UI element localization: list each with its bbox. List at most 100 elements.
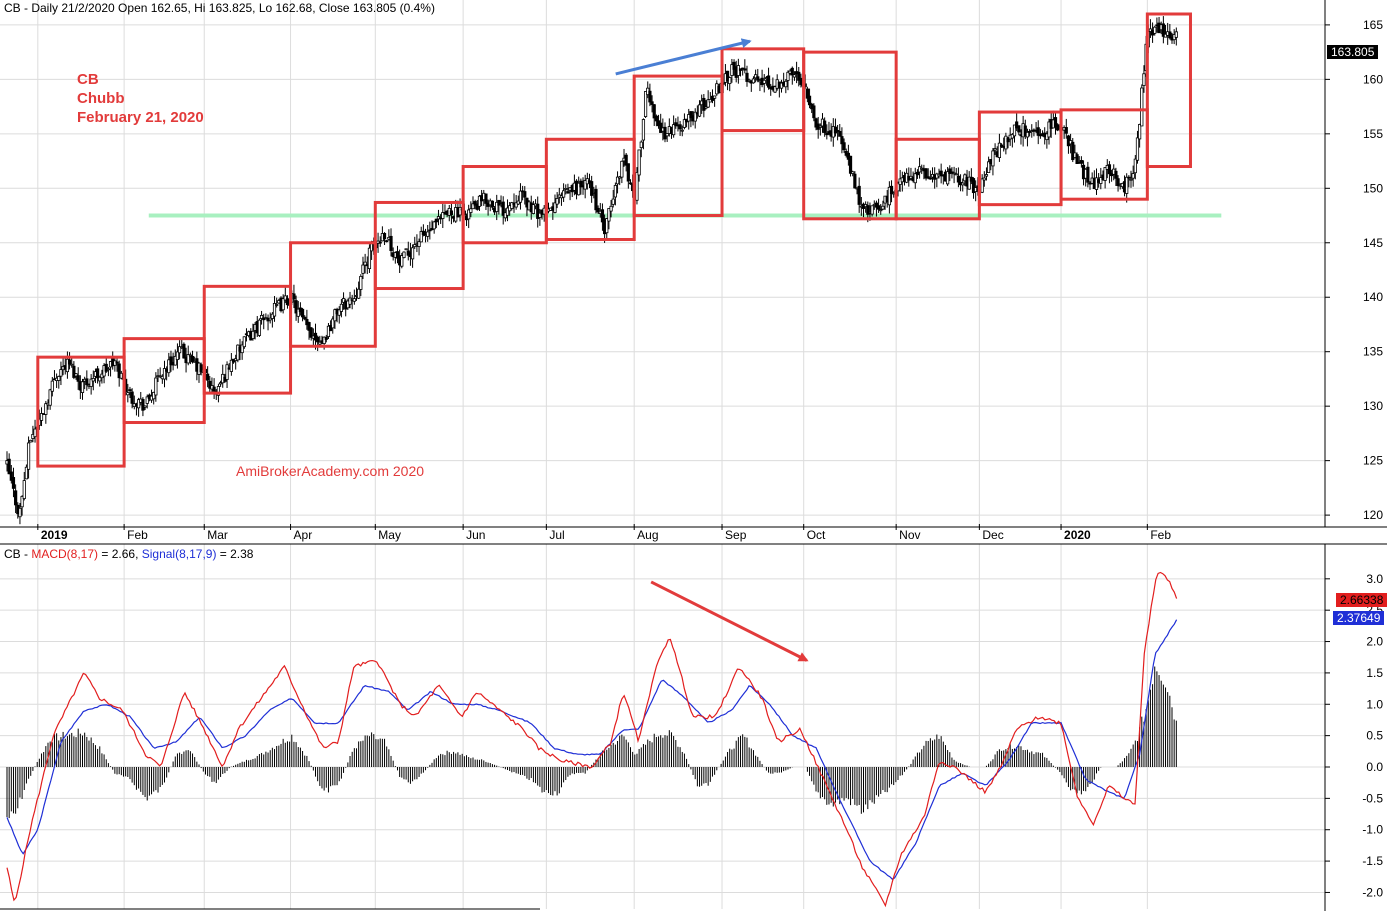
- candle-body: [835, 130, 840, 132]
- uptrend-arrow: [615, 38, 752, 76]
- candle-body: [609, 205, 613, 212]
- candle-body: [993, 148, 997, 151]
- candle-body: [566, 191, 570, 194]
- x-tick-label: Oct: [807, 528, 826, 542]
- candlestick-series: [5, 16, 1178, 525]
- candle-body: [1004, 135, 1008, 150]
- candle-body: [190, 355, 195, 363]
- candle-body: [85, 378, 89, 386]
- last-price-tag: 163.805: [1327, 45, 1379, 59]
- price-panel-title: CB - Daily 21/2/2020 Open 162.65, Hi 163…: [4, 1, 435, 15]
- candle-body: [316, 336, 320, 343]
- candle-body: [743, 68, 747, 71]
- candle-body: [842, 142, 846, 151]
- candle-body: [1133, 158, 1137, 174]
- candle-body: [790, 67, 794, 76]
- candle-body: [697, 104, 702, 117]
- candle-body: [853, 173, 857, 189]
- candle-body: [590, 181, 594, 196]
- candle-body: [484, 193, 488, 204]
- candle-body: [130, 391, 134, 404]
- candle-body: [378, 241, 382, 244]
- candle-body: [162, 368, 167, 380]
- price-y-tick-label: 160: [1363, 72, 1383, 86]
- candle-body: [851, 171, 855, 174]
- candle-body: [1103, 167, 1107, 181]
- candle-body: [426, 231, 430, 237]
- candle-body: [141, 399, 145, 411]
- candle-body: [805, 88, 809, 99]
- trading-range-boxes: [36, 12, 1192, 468]
- candle-body: [1168, 31, 1172, 39]
- candle-body: [754, 74, 758, 79]
- annotation-block: CB Chubb February 21, 2020: [77, 70, 204, 127]
- candle-body: [145, 396, 149, 404]
- candle-body: [208, 380, 212, 389]
- trend-arrows: [615, 38, 809, 662]
- candle-body: [624, 154, 628, 166]
- candle-body: [29, 439, 33, 443]
- candle-body: [514, 202, 518, 208]
- candle-body: [59, 369, 63, 377]
- candle-body: [876, 205, 881, 210]
- candle-body: [952, 172, 956, 175]
- candle-body: [652, 104, 656, 119]
- candle-body: [1053, 117, 1058, 127]
- candle-body: [579, 180, 583, 188]
- candle-body: [400, 255, 404, 267]
- candle-body: [137, 399, 141, 409]
- candle-body: [536, 203, 540, 219]
- candle-body: [1174, 31, 1178, 38]
- candle-body: [324, 337, 328, 340]
- macd-y-tick-label: 1.5: [1366, 666, 1383, 680]
- candle-body: [497, 199, 501, 206]
- candle-body: [50, 380, 54, 392]
- macd-grid: [0, 544, 1325, 909]
- candle-body: [553, 202, 557, 213]
- candle-body: [680, 129, 684, 132]
- candle-body: [326, 325, 331, 337]
- candle-body: [637, 149, 641, 176]
- signal-value-tag: 2.37649: [1333, 611, 1385, 625]
- candle-body: [74, 373, 78, 377]
- price-y-tick-label: 140: [1363, 290, 1383, 304]
- candle-body: [501, 201, 505, 216]
- candle-body: [91, 378, 95, 382]
- candle-body: [971, 178, 976, 194]
- candle-body: [22, 480, 26, 499]
- candle-body: [991, 150, 995, 167]
- candle-body: [229, 359, 233, 372]
- candle-body: [428, 229, 432, 232]
- candle-body: [773, 86, 777, 93]
- candle-body: [177, 346, 182, 354]
- macd-lines: [6, 571, 1178, 908]
- candle-body: [26, 442, 31, 470]
- candle-body: [913, 173, 917, 184]
- x-tick-label: Feb: [1150, 528, 1171, 542]
- candle-body: [294, 300, 298, 314]
- macd-line: [6, 571, 1178, 908]
- candle-body: [1125, 176, 1129, 194]
- candle-body: [594, 188, 598, 211]
- candle-body: [48, 389, 52, 406]
- candle-body: [605, 218, 609, 234]
- candle-body: [615, 176, 620, 185]
- candle-body: [823, 120, 827, 133]
- candle-body: [410, 247, 415, 260]
- candle-body: [419, 231, 423, 243]
- macd-y-tick-label: 1.0: [1366, 697, 1383, 711]
- price-y-tick-label: 120: [1363, 508, 1383, 522]
- candle-body: [216, 386, 221, 396]
- candle-body: [339, 303, 343, 312]
- trading-range-box: [802, 50, 898, 221]
- candle-body: [577, 182, 581, 196]
- candle-body: [982, 177, 986, 181]
- candle-body: [639, 141, 643, 149]
- price-y-tick-label: 130: [1363, 399, 1383, 413]
- candle-body: [786, 71, 790, 81]
- candle-body: [283, 295, 287, 301]
- candle-body: [292, 293, 296, 300]
- candle-body: [251, 330, 255, 339]
- candle-body: [225, 364, 229, 380]
